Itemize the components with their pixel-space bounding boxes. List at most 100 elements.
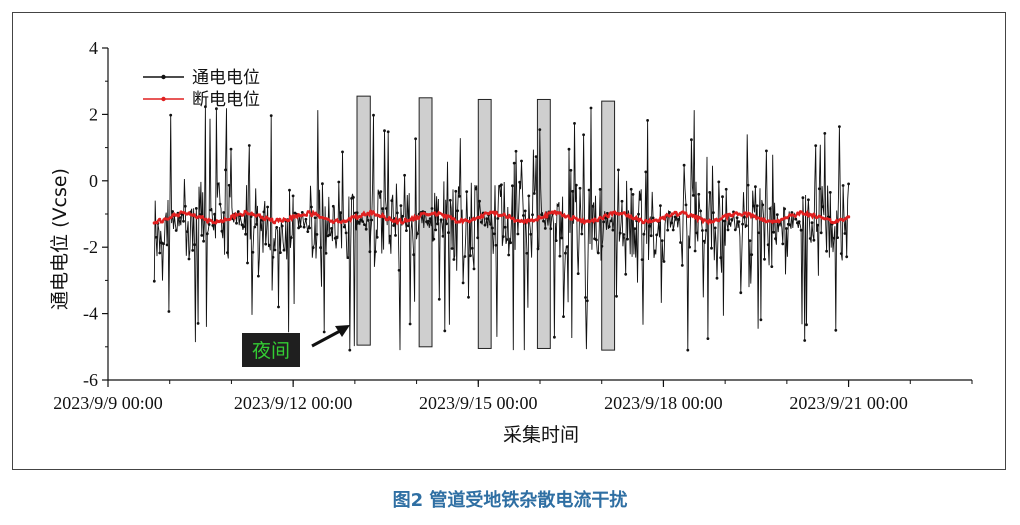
point-on	[363, 223, 366, 227]
point-on	[447, 231, 450, 235]
point-on	[523, 209, 527, 213]
point-on	[253, 225, 257, 229]
point-on	[838, 125, 841, 128]
point-on	[483, 223, 487, 227]
point-on	[311, 246, 315, 250]
point-on	[722, 219, 726, 223]
point-on	[686, 348, 690, 352]
point-off	[644, 218, 648, 223]
point-off	[625, 214, 629, 218]
point-on	[543, 227, 547, 230]
point-on	[193, 243, 196, 247]
point-on	[765, 149, 768, 153]
point-on	[790, 211, 794, 214]
point-on	[169, 113, 173, 117]
point-on	[646, 119, 649, 122]
point-on	[845, 255, 849, 259]
point-on	[416, 232, 419, 236]
point-on	[430, 207, 434, 210]
point-off	[483, 211, 487, 215]
point-on	[275, 226, 279, 229]
point-off	[470, 218, 474, 222]
series-layer	[152, 105, 851, 352]
point-off	[793, 214, 797, 218]
point-on	[341, 150, 344, 154]
point-on	[562, 315, 565, 318]
point-off	[219, 219, 223, 223]
point-on	[724, 187, 728, 191]
point-off	[158, 217, 162, 221]
point-off	[347, 217, 351, 221]
point-off	[617, 212, 621, 216]
point-off	[507, 214, 511, 218]
point-on	[266, 205, 269, 209]
point-off	[750, 213, 755, 217]
point-on	[576, 272, 580, 275]
point-off	[652, 219, 656, 223]
point-on	[443, 329, 447, 333]
point-off	[179, 210, 183, 214]
point-on	[560, 236, 564, 240]
point-on	[671, 228, 675, 232]
point-off	[454, 220, 458, 224]
point-on	[434, 228, 438, 232]
point-off	[166, 217, 170, 221]
point-off	[569, 217, 573, 221]
point-off	[208, 218, 212, 222]
series-markers-off	[152, 209, 851, 225]
point-off	[604, 213, 608, 217]
point-on	[479, 220, 483, 224]
night-label: 夜间	[252, 340, 290, 362]
point-on	[279, 251, 282, 255]
point-off	[676, 213, 680, 217]
point-on	[496, 217, 500, 220]
point-on	[531, 213, 534, 217]
point-off	[670, 212, 674, 216]
point-on	[313, 216, 317, 220]
point-on	[807, 198, 810, 202]
point-off	[515, 218, 520, 223]
point-on	[375, 235, 379, 239]
y-tick-label: -4	[83, 304, 98, 324]
point-off	[798, 210, 803, 214]
point-on	[469, 254, 472, 258]
point-on	[642, 232, 646, 236]
point-on	[158, 251, 162, 255]
point-off	[694, 214, 699, 218]
point-off	[449, 215, 453, 219]
point-off	[790, 213, 795, 217]
point-off	[243, 209, 247, 214]
point-off	[830, 220, 835, 225]
point-off	[475, 216, 479, 220]
point-on	[321, 182, 324, 186]
point-on	[763, 257, 766, 261]
point-off	[804, 212, 808, 217]
point-off	[847, 215, 851, 219]
point-off	[689, 213, 693, 217]
point-on	[244, 232, 248, 236]
point-off	[638, 217, 642, 221]
point-off	[577, 218, 581, 222]
point-on	[511, 184, 514, 188]
point-off	[307, 210, 311, 214]
point-off	[505, 215, 509, 219]
point-on	[310, 205, 313, 209]
point-off	[174, 213, 178, 217]
point-on	[746, 183, 750, 187]
point-off	[443, 213, 447, 218]
point-on	[602, 220, 606, 224]
point-off	[774, 219, 779, 223]
point-off	[195, 216, 199, 220]
point-on	[527, 194, 531, 198]
point-off	[382, 215, 386, 219]
point-on	[448, 198, 452, 202]
point-off	[264, 215, 268, 219]
point-on	[770, 265, 774, 268]
point-off	[601, 217, 605, 221]
night-annotation: 夜间	[242, 325, 350, 367]
point-on	[512, 161, 516, 165]
point-off	[636, 217, 640, 221]
point-on	[306, 230, 310, 234]
point-on	[615, 294, 618, 298]
point-off	[497, 214, 501, 218]
